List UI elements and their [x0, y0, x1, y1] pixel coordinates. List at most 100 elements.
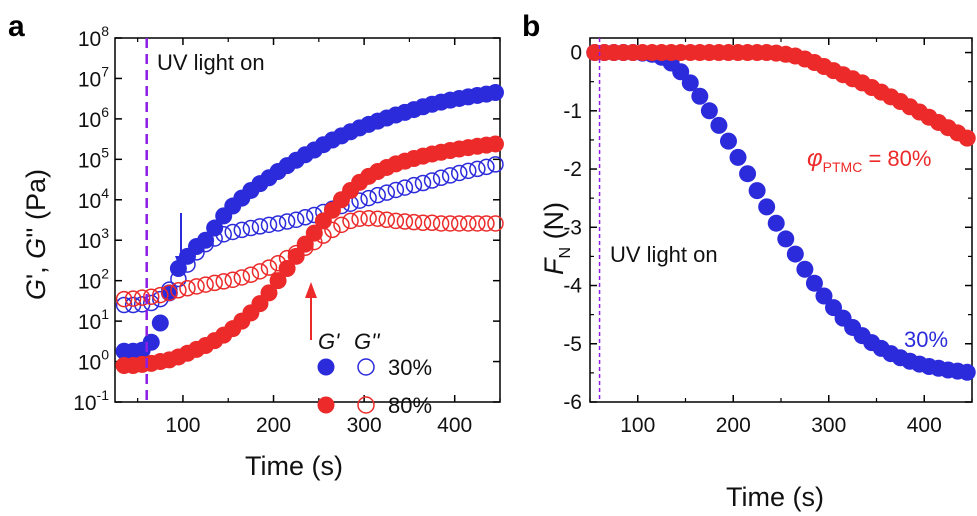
- panel-a-legend: G' G'' 30% 80%: [317, 329, 432, 418]
- panel-a-point-g-30-: [269, 215, 287, 232]
- panel-a-xtick-label: 100: [165, 414, 200, 437]
- panel-a-xtick-label: 400: [437, 414, 472, 437]
- panel-a-point-g-80-: [460, 215, 477, 232]
- panel-b-ytick-label: -2: [563, 158, 582, 181]
- legend-header-g2: G'': [354, 329, 380, 354]
- panel-b-point-30-: [729, 148, 747, 166]
- panel-a-point-g-80-: [315, 227, 332, 244]
- panel-b-point-30-: [672, 63, 690, 81]
- panel-a-ytick-label: 105: [78, 144, 109, 172]
- panel-b-chart: 100 200 300 400 0 -1 -2 -3 -4 -5 -6 UV light on 30…: [539, 37, 976, 512]
- panel-a-point-g-30-: [287, 211, 305, 229]
- panel-b-marks: [586, 44, 976, 381]
- panel-label-b: b: [522, 10, 540, 43]
- panel-a-point-g-30-: [360, 189, 377, 207]
- panel-a-point-g-80-: [161, 284, 178, 302]
- panel-a-point-g-80-: [124, 290, 142, 307]
- panel-a-point-g-80-: [188, 278, 205, 295]
- panel-a-point-g-80-: [414, 214, 432, 232]
- panel-a-point-g-30-: [170, 270, 187, 288]
- panel-b-point-30-: [691, 87, 709, 105]
- panel-a-ytick-label: 102: [78, 266, 109, 294]
- panel-a-point-g-80-: [342, 212, 359, 230]
- panel-b-point-30-: [710, 116, 728, 134]
- panel-a-ytick-label: 106: [78, 104, 109, 132]
- panel-a-xtick-label: 200: [256, 414, 291, 437]
- legend-label-30: 30%: [388, 355, 432, 380]
- panel-a-point-g-80-: [260, 284, 278, 302]
- panel-a-point-g-80-: [170, 281, 187, 299]
- panel-b-point-30-: [786, 245, 804, 263]
- panel-a-point-g-30-: [441, 167, 459, 184]
- panel-b-xtick-label: 300: [811, 414, 846, 437]
- blue-arrow: [175, 213, 187, 272]
- panel-b-point-30-: [777, 230, 795, 248]
- panel-a-ytick-label: 10-1: [73, 387, 109, 415]
- panel-a-point-g-80-: [387, 212, 405, 230]
- panel-a-ytick-label: 107: [78, 63, 109, 91]
- panel-a-point-g-80-: [324, 221, 341, 239]
- panel-a-point-g-80-: [487, 215, 504, 232]
- panel-b-point-30-: [767, 214, 785, 232]
- panel-a-point-g-80-: [269, 272, 287, 290]
- panel-a-point-g-30-: [215, 226, 232, 243]
- panel-b-point-30-: [748, 182, 766, 200]
- panel-a-point-g-30-: [351, 192, 368, 209]
- panel-a-ytick-label: 100: [78, 347, 109, 375]
- panel-a-point-g-30-: [450, 164, 468, 182]
- panel-a-point-g-30-: [478, 158, 495, 176]
- panel-b-ytick-label: 0: [570, 42, 582, 65]
- legend-marker-gp-30: [317, 358, 335, 376]
- panel-a-uv-annotation: UV light on: [157, 50, 265, 75]
- panel-a-point-g-80-: [305, 224, 323, 242]
- panel-a-xlabel: Time (s): [245, 451, 343, 481]
- panel-b-point-30-: [796, 260, 814, 278]
- panel-a-point-g-30-: [396, 179, 414, 196]
- panel-a-point-g-80-: [432, 215, 450, 232]
- panel-a-point-g-80-: [206, 274, 223, 292]
- panel-a-point-g-80-: [251, 263, 269, 280]
- panel-a-ytick-label: 104: [78, 185, 109, 213]
- panel-a-point-g-30-: [460, 162, 477, 180]
- panel-a-point-g-30-: [251, 218, 269, 235]
- panel-a-point-g-30-: [378, 184, 396, 201]
- panel-b-point-80-: [958, 129, 976, 147]
- panel-a-ylabel: G', G'' (Pa): [21, 169, 51, 300]
- panel-a-chart: 100 200 300 400 10-1 100 101 102 103 104 105 106 107…: [21, 23, 504, 481]
- panel-a-point-g-80-: [478, 215, 495, 232]
- panel-a-point-g-80-: [486, 135, 504, 153]
- panel-b-uv-annotation: UV light on: [610, 242, 718, 267]
- panel-a-point-g-80-: [224, 271, 242, 289]
- panel-a-point-g-80-: [378, 211, 396, 229]
- panel-a-point-g-30-: [486, 83, 504, 101]
- panel-a-point-g-30-: [152, 290, 169, 308]
- panel-b-ticks: 100 200 300 400 0 -1 -2 -3 -4 -5 -6: [563, 38, 973, 437]
- panel-b-xtick-label: 100: [620, 414, 655, 437]
- panel-a-point-g-80-: [441, 215, 459, 232]
- panel-a-point-g-80-: [233, 269, 251, 286]
- panel-b-ylabel: FN (N): [539, 202, 574, 275]
- panel-a-point-g-30-: [115, 296, 133, 314]
- panel-a-point-g-30-: [260, 216, 278, 234]
- panel-a-point-g-80-: [469, 215, 486, 232]
- panel-a-point-g-30-: [233, 221, 251, 239]
- panel-a-ytick-label: 108: [78, 23, 109, 51]
- panel-a-point-g-30-: [242, 219, 260, 237]
- panel-a-point-g-80-: [115, 290, 133, 308]
- panel-a-point-g-30-: [487, 156, 504, 173]
- panel-a-point-g-30-: [432, 169, 450, 187]
- panel-a-ytick-label: 101: [78, 306, 109, 334]
- panel-a-point-g-80-: [278, 249, 296, 267]
- panel-b-ytick-label: -3: [563, 216, 582, 239]
- panel-b-point-30-: [681, 74, 699, 92]
- panel-a-point-g-30-: [369, 186, 386, 204]
- panel-a-point-g-80-: [333, 216, 350, 234]
- panel-a-point-g-30-: [469, 160, 486, 178]
- panel-a-point-g-30-: [387, 181, 405, 199]
- panel-a-point-g-30-: [142, 333, 160, 351]
- panel-a-point-g-80-: [287, 244, 305, 262]
- panel-a-point-g-30-: [188, 244, 205, 261]
- panel-a-point-g-80-: [369, 210, 386, 227]
- panel-a-point-g-80-: [242, 266, 260, 284]
- panel-a-point-g-30-: [423, 172, 441, 189]
